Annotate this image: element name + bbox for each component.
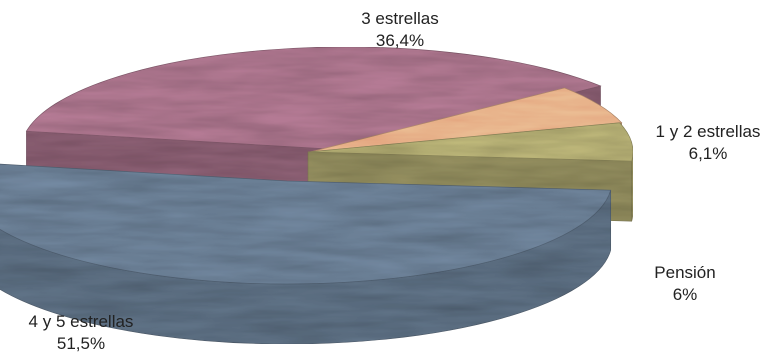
slice-4-y-5-estrellas [0,163,612,285]
slice-pension [307,122,634,162]
slice-label-4-y-5-estrellas: 4 y 5 estrellas 51,5% [6,311,156,355]
slice-percent: 6% [672,285,698,304]
slice-percent: 51,5% [56,334,106,353]
slice-percent: 36,4% [375,31,425,50]
slice-percent: 6,1% [688,144,728,163]
slice-name: Pensión [654,263,716,282]
slice-label-3-estrellas: 3 estrellas 36,4% [340,8,460,52]
slice-1-y-2-estrellas [309,87,623,153]
slice-name: 3 estrellas [361,9,439,28]
slice-label-pension: Pensión 6% [630,262,740,306]
slice-name: 1 y 2 estrellas [655,122,761,141]
slice-name: 4 y 5 estrellas [28,312,134,331]
slice-3-estrellas [25,46,602,151]
slice-label-1-y-2-estrellas: 1 y 2 estrellas 6,1% [638,121,778,165]
